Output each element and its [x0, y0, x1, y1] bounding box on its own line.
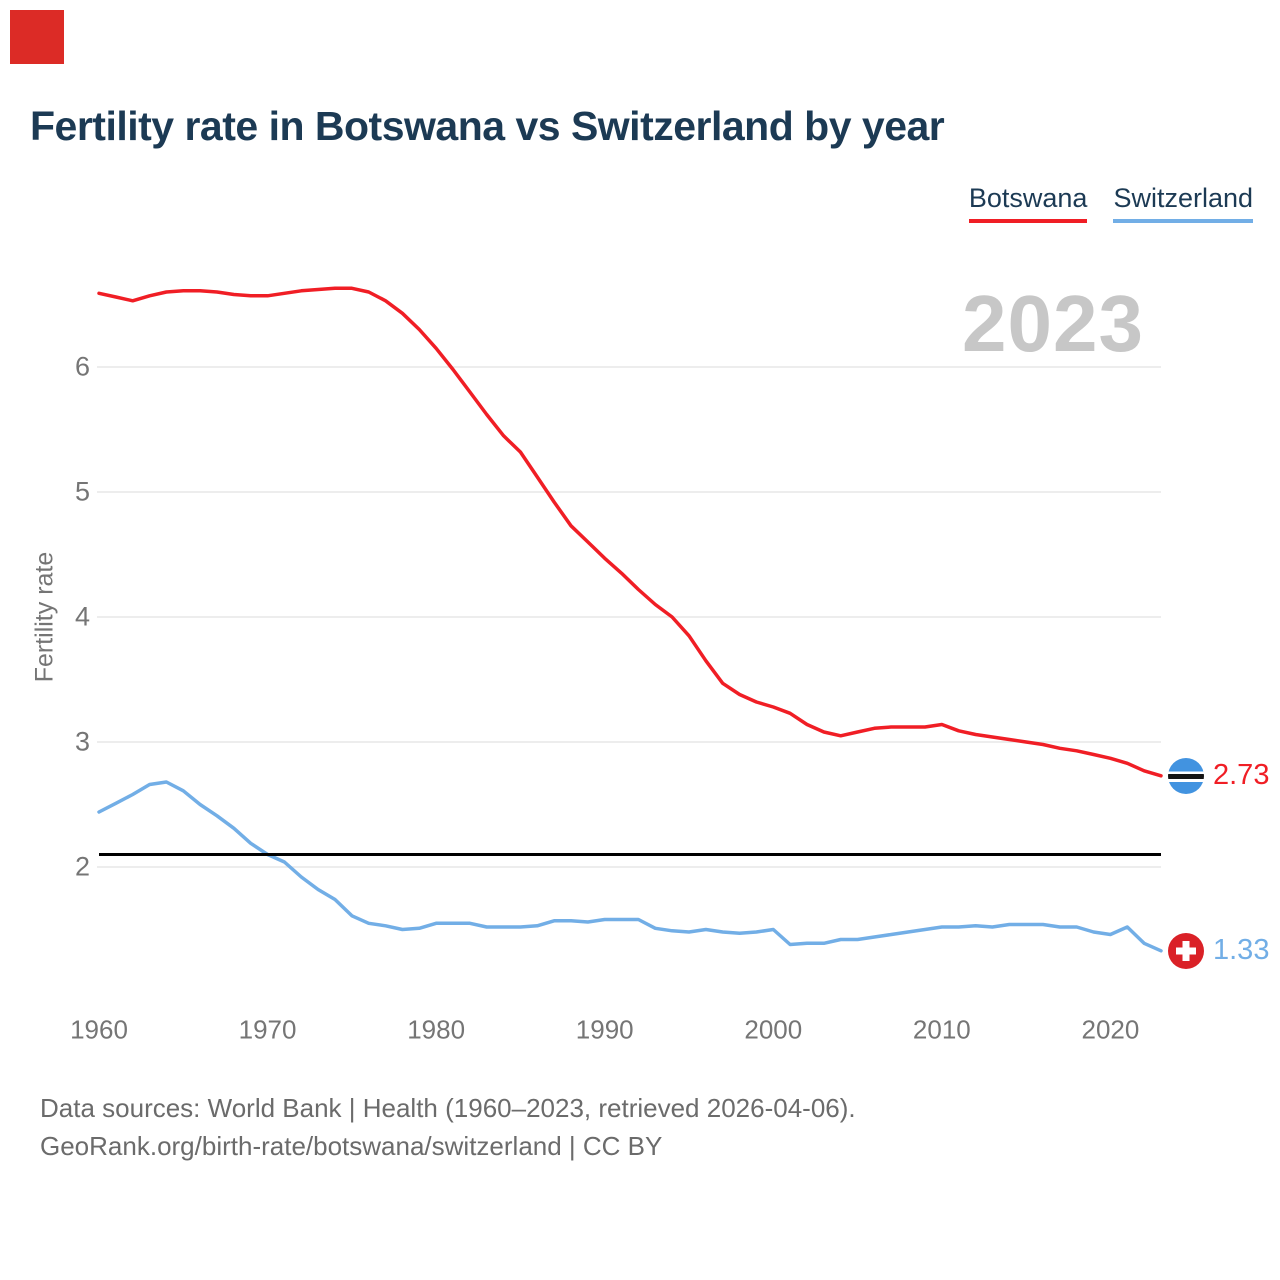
legend-item-switzerland[interactable]: Switzerland	[1113, 183, 1253, 223]
y-tick-label: 2	[74, 851, 90, 882]
x-tick-label: 2000	[744, 1014, 803, 1045]
botswana-flag-icon	[1168, 757, 1204, 794]
legend: Botswana Switzerland	[968, 183, 1253, 223]
x-tick-label: 1980	[407, 1014, 466, 1045]
y-tick-label: 5	[74, 476, 90, 507]
end-marker-botswana: 2.73	[1168, 757, 1270, 794]
legend-item-botswana[interactable]: Botswana	[968, 183, 1088, 223]
end-value-botswana: 2.73	[1213, 759, 1270, 792]
footer: Data sources: World Bank | Health (1960–…	[40, 1089, 856, 1165]
x-tick-label: 2010	[912, 1014, 971, 1045]
footer-sources: Data sources: World Bank | Health (1960–…	[40, 1093, 856, 1123]
y-tick-label: 3	[74, 726, 90, 757]
end-value-switzerland: 1.33	[1213, 934, 1270, 967]
x-tick-label: 1990	[575, 1014, 634, 1045]
end-marker-switzerland: 1.33	[1168, 932, 1270, 969]
corner-marker	[10, 10, 64, 64]
x-tick-label: 1970	[238, 1014, 297, 1045]
chart-title: Fertility rate in Botswana vs Switzerlan…	[30, 103, 945, 149]
switzerland-flag-icon	[1168, 932, 1204, 969]
year-watermark: 2023	[962, 279, 1144, 368]
x-tick-label: 2020	[1081, 1014, 1140, 1045]
footer-attribution: GeoRank.org/birth-rate/botswana/switzerl…	[40, 1131, 663, 1161]
x-tick-label: 1960	[70, 1014, 128, 1045]
y-tick-label: 6	[74, 351, 90, 382]
y-tick-label: 4	[74, 601, 90, 632]
